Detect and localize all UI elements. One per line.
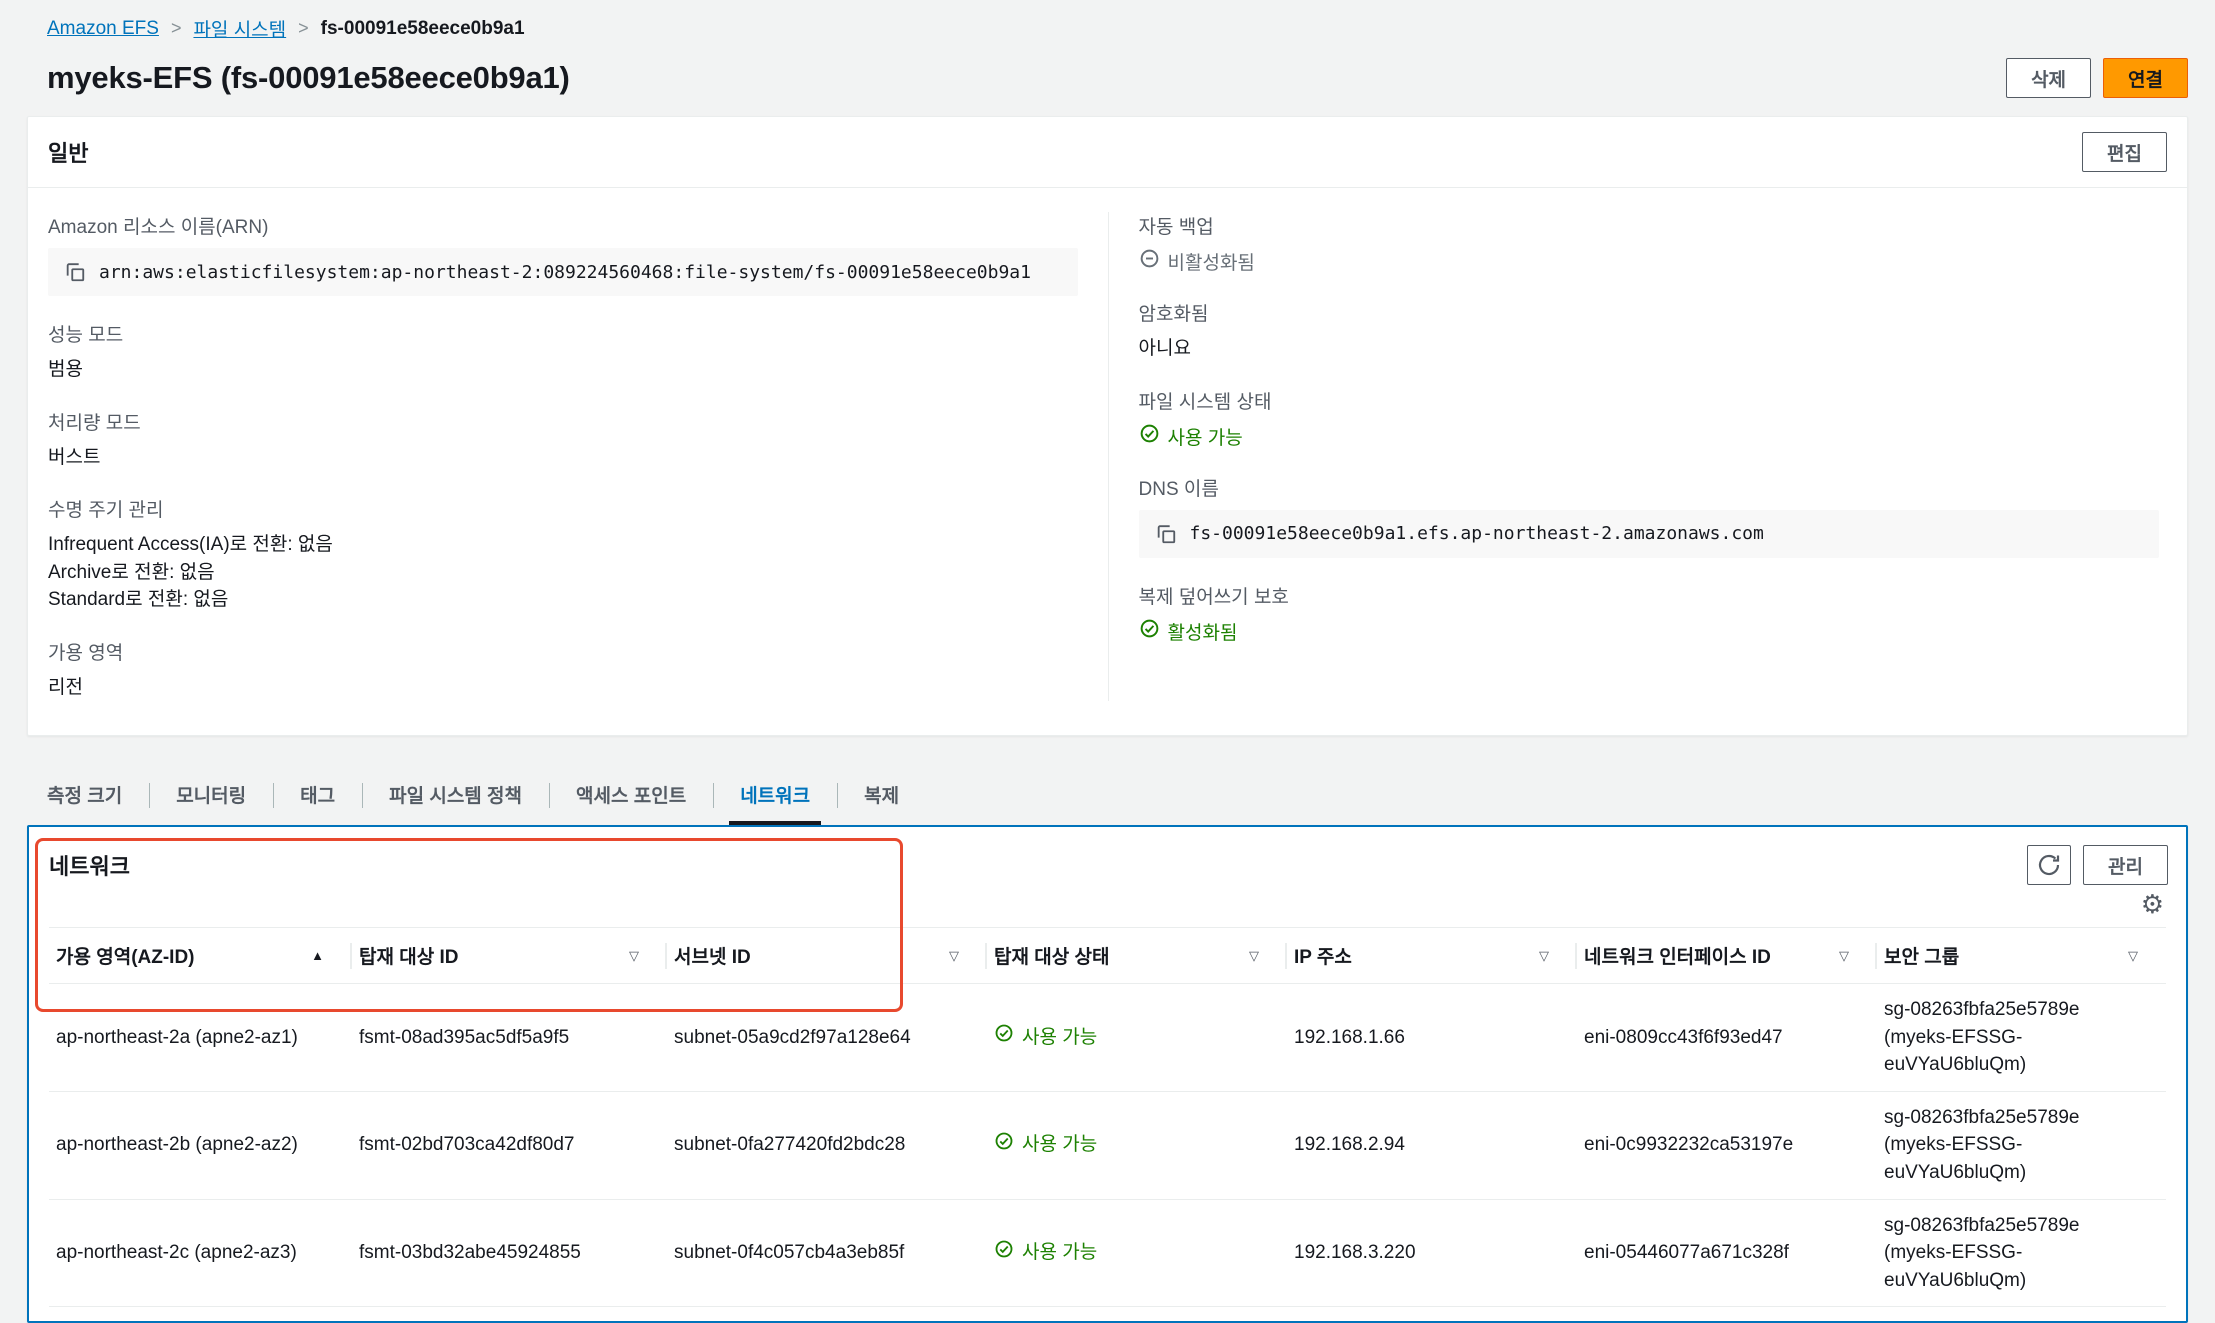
sort-icon: ▽ xyxy=(1539,947,1549,963)
check-circle-icon xyxy=(1139,618,1160,645)
chevron-right-icon: > xyxy=(170,18,182,38)
tab-monitoring[interactable]: 모니터링 xyxy=(149,770,273,823)
replication-protection-label: 복제 덮어쓰기 보호 xyxy=(1138,586,1289,608)
security-group-cell: sg-08263fbfa25e5789e (myeks-EFSSG-euVYaU… xyxy=(1884,999,2080,1076)
encrypted-value: 아니요 xyxy=(1138,338,1191,359)
subnet-id-cell: subnet-0fa277420fd2bdc28 xyxy=(674,1134,906,1156)
arn-value-box: arn:aws:elasticfilesystem:ap-northeast-2… xyxy=(48,248,1078,296)
performance-mode-label: 성능 모드 xyxy=(48,325,124,346)
tab-tags[interactable]: 태그 xyxy=(273,770,362,823)
minus-circle-icon xyxy=(1139,248,1160,275)
ip-address-cell: 192.168.3.220 xyxy=(1294,1242,1416,1264)
check-circle-icon xyxy=(994,1239,1014,1268)
availability-zone-value: 리전 xyxy=(48,676,83,698)
auto-backup-label: 자동 백업 xyxy=(1138,217,1214,238)
tab-metered-size[interactable]: 측정 크기 xyxy=(47,786,123,808)
chevron-right-icon: > xyxy=(298,18,309,38)
lifecycle-line-ia: Infrequent Access(IA)로 전환: 없음 xyxy=(48,534,333,556)
mount-target-id-cell: fsmt-03bd32abe45924855 xyxy=(359,1242,581,1264)
delete-button[interactable]: 삭제 xyxy=(2006,58,2092,98)
column-header-network-interface-id[interactable]: 네트워크 인터페이스 ID ▽ xyxy=(1577,928,1877,983)
sort-ascending-icon: ▲ xyxy=(311,948,324,964)
sort-icon: ▽ xyxy=(629,947,639,963)
column-header-security-groups[interactable]: 보안 그룹 ▽ xyxy=(1884,947,2138,969)
connect-button[interactable]: 연결 xyxy=(2103,58,2188,98)
tab-access-points[interactable]: 액세스 포인트 xyxy=(549,770,713,823)
breadcrumb-current: fs-00091e58eece0b9a1 xyxy=(320,17,525,39)
encrypted-label: 암호화됨 xyxy=(1138,304,1209,325)
table-row: ap-northeast-2a (apne2-az1) fsmt-08ad395… xyxy=(49,984,2166,1092)
column-header-ip-address[interactable]: IP 주소 ▽ xyxy=(1287,928,1577,983)
column-header-mount-target-id[interactable]: 탑재 대상 ID ▽ xyxy=(352,928,667,983)
page-title: myeks-EFS (fs-00091e58eece0b9a1) xyxy=(47,60,570,95)
eni-cell: eni-0809cc43f6f93ed47 xyxy=(1584,1026,1783,1048)
sort-icon: ▽ xyxy=(949,947,959,963)
throughput-mode-value: 버스트 xyxy=(48,446,101,468)
lifecycle-line-standard: Standard로 전환: 없음 xyxy=(48,589,229,611)
file-system-state-status: 사용 가능 xyxy=(1139,423,1243,450)
subnet-id-cell: subnet-0f4c057cb4a3eb85f xyxy=(674,1242,905,1264)
refresh-icon xyxy=(2038,855,2060,876)
state-cell: 사용 가능 xyxy=(987,1011,1287,1064)
network-panel-title: 네트워크 xyxy=(49,854,130,880)
throughput-mode-label: 처리량 모드 xyxy=(48,412,141,434)
arn-label: Amazon 리소스 이름(ARN) xyxy=(48,217,269,238)
lifecycle-line-archive: Archive로 전환: 없음 xyxy=(48,561,215,583)
mount-targets-table: 가용 영역(AZ-ID) ▲ 탑재 대상 ID ▽ 서브넷 ID ▽ 탑재 대상 상태… xyxy=(49,927,2166,1308)
mount-target-id-cell: fsmt-02bd703ca42df80d7 xyxy=(359,1134,575,1156)
file-system-state-label: 파일 시스템 상태 xyxy=(1138,391,1272,413)
sort-icon: ▽ xyxy=(1839,947,1849,963)
tab-file-system-policy[interactable]: 파일 시스템 정책 xyxy=(362,770,549,823)
eni-cell: eni-0c9932232ca53197e xyxy=(1584,1134,1794,1156)
check-circle-icon xyxy=(994,1023,1014,1052)
ip-address-cell: 192.168.1.66 xyxy=(1294,1026,1405,1048)
breadcrumb: Amazon EFS > 파일 시스템 > fs-00091e58eece0b9… xyxy=(0,0,2215,42)
sort-icon: ▽ xyxy=(2128,947,2138,963)
lifecycle-label: 수명 주기 관리 xyxy=(48,500,164,522)
breadcrumb-link-amazon-efs[interactable]: Amazon EFS xyxy=(47,17,159,39)
tab-network[interactable]: 네트워크 xyxy=(713,770,837,826)
manage-button[interactable]: 관리 xyxy=(2083,845,2168,886)
table-row: ap-northeast-2c (apne2-az3) fsmt-03bd32a… xyxy=(49,1200,2166,1308)
subnet-id-cell: subnet-05a9cd2f97a128e64 xyxy=(674,1026,911,1048)
column-header-subnet-id[interactable]: 서브넷 ID ▽ xyxy=(667,928,987,983)
security-group-cell: sg-08263fbfa25e5789e (myeks-EFSSG-euVYaU… xyxy=(1884,1214,2080,1291)
state-cell: 사용 가능 xyxy=(987,1119,1287,1172)
dns-name-label: DNS 이름 xyxy=(1138,478,1219,500)
az-cell: ap-northeast-2c (apne2-az3) xyxy=(56,1242,297,1264)
check-circle-icon xyxy=(1139,423,1160,450)
general-panel: 일반 편집 Amazon 리소스 이름(ARN) arn:aws:elastic… xyxy=(27,116,2188,737)
security-group-cell: sg-08263fbfa25e5789e (myeks-EFSSG-euVYaU… xyxy=(1884,1106,2080,1184)
replication-protection-status: 활성화됨 xyxy=(1139,618,1237,645)
breadcrumb-link-file-systems[interactable]: 파일 시스템 xyxy=(193,20,287,41)
settings-gear-icon[interactable]: ⚙ xyxy=(2140,889,2164,920)
column-header-mount-target-state[interactable]: 탑재 대상 상태 ▽ xyxy=(987,928,1287,983)
copy-icon[interactable] xyxy=(64,261,86,283)
performance-mode-value: 범용 xyxy=(48,359,83,380)
availability-zone-label: 가용 영역 xyxy=(48,642,124,664)
az-cell: ap-northeast-2b (apne2-az2) xyxy=(56,1134,298,1156)
check-circle-icon xyxy=(994,1131,1014,1160)
edit-button[interactable]: 편집 xyxy=(2082,132,2167,172)
table-row: ap-northeast-2b (apne2-az2) fsmt-02bd703… xyxy=(49,1092,2166,1200)
table-header-row: 가용 영역(AZ-ID) ▲ 탑재 대상 ID ▽ 서브넷 ID ▽ 탑재 대상 상태… xyxy=(49,927,2166,985)
dns-value: fs-00091e58eece0b9a1.efs.ap-northeast-2.… xyxy=(1189,523,1764,545)
column-header-az[interactable]: 가용 영역(AZ-ID) ▲ xyxy=(49,928,352,983)
tab-replication[interactable]: 복제 xyxy=(837,770,926,823)
dns-value-box: fs-00091e58eece0b9a1.efs.ap-northeast-2.… xyxy=(1138,509,2159,558)
ip-address-cell: 192.168.2.94 xyxy=(1294,1134,1405,1156)
general-panel-title: 일반 xyxy=(48,141,89,166)
copy-icon[interactable] xyxy=(1155,523,1177,545)
state-cell: 사용 가능 xyxy=(987,1227,1287,1280)
tab-bar: 측정 크기 모니터링 태그 파일 시스템 정책 액세스 포인트 네트워크 복제 xyxy=(27,770,2188,826)
sort-icon: ▽ xyxy=(1249,947,1259,963)
mount-target-id-cell: fsmt-08ad395ac5df5a9f5 xyxy=(359,1026,570,1048)
arn-value: arn:aws:elasticfilesystem:ap-northeast-2… xyxy=(99,261,1031,283)
efs-file-system-page: Amazon EFS > 파일 시스템 > fs-00091e58eece0b9… xyxy=(0,0,2215,1062)
auto-backup-status: 비활성화됨 xyxy=(1139,248,1255,275)
network-panel: 네트워크 관리 ⚙ 가용 영역(AZ-ID) ▲ 탑재 대상 I xyxy=(27,825,2188,1323)
az-cell: ap-northeast-2a (apne2-az1) xyxy=(56,1026,298,1048)
refresh-button[interactable] xyxy=(2027,845,2072,886)
eni-cell: eni-05446077a671c328f xyxy=(1584,1242,1789,1264)
